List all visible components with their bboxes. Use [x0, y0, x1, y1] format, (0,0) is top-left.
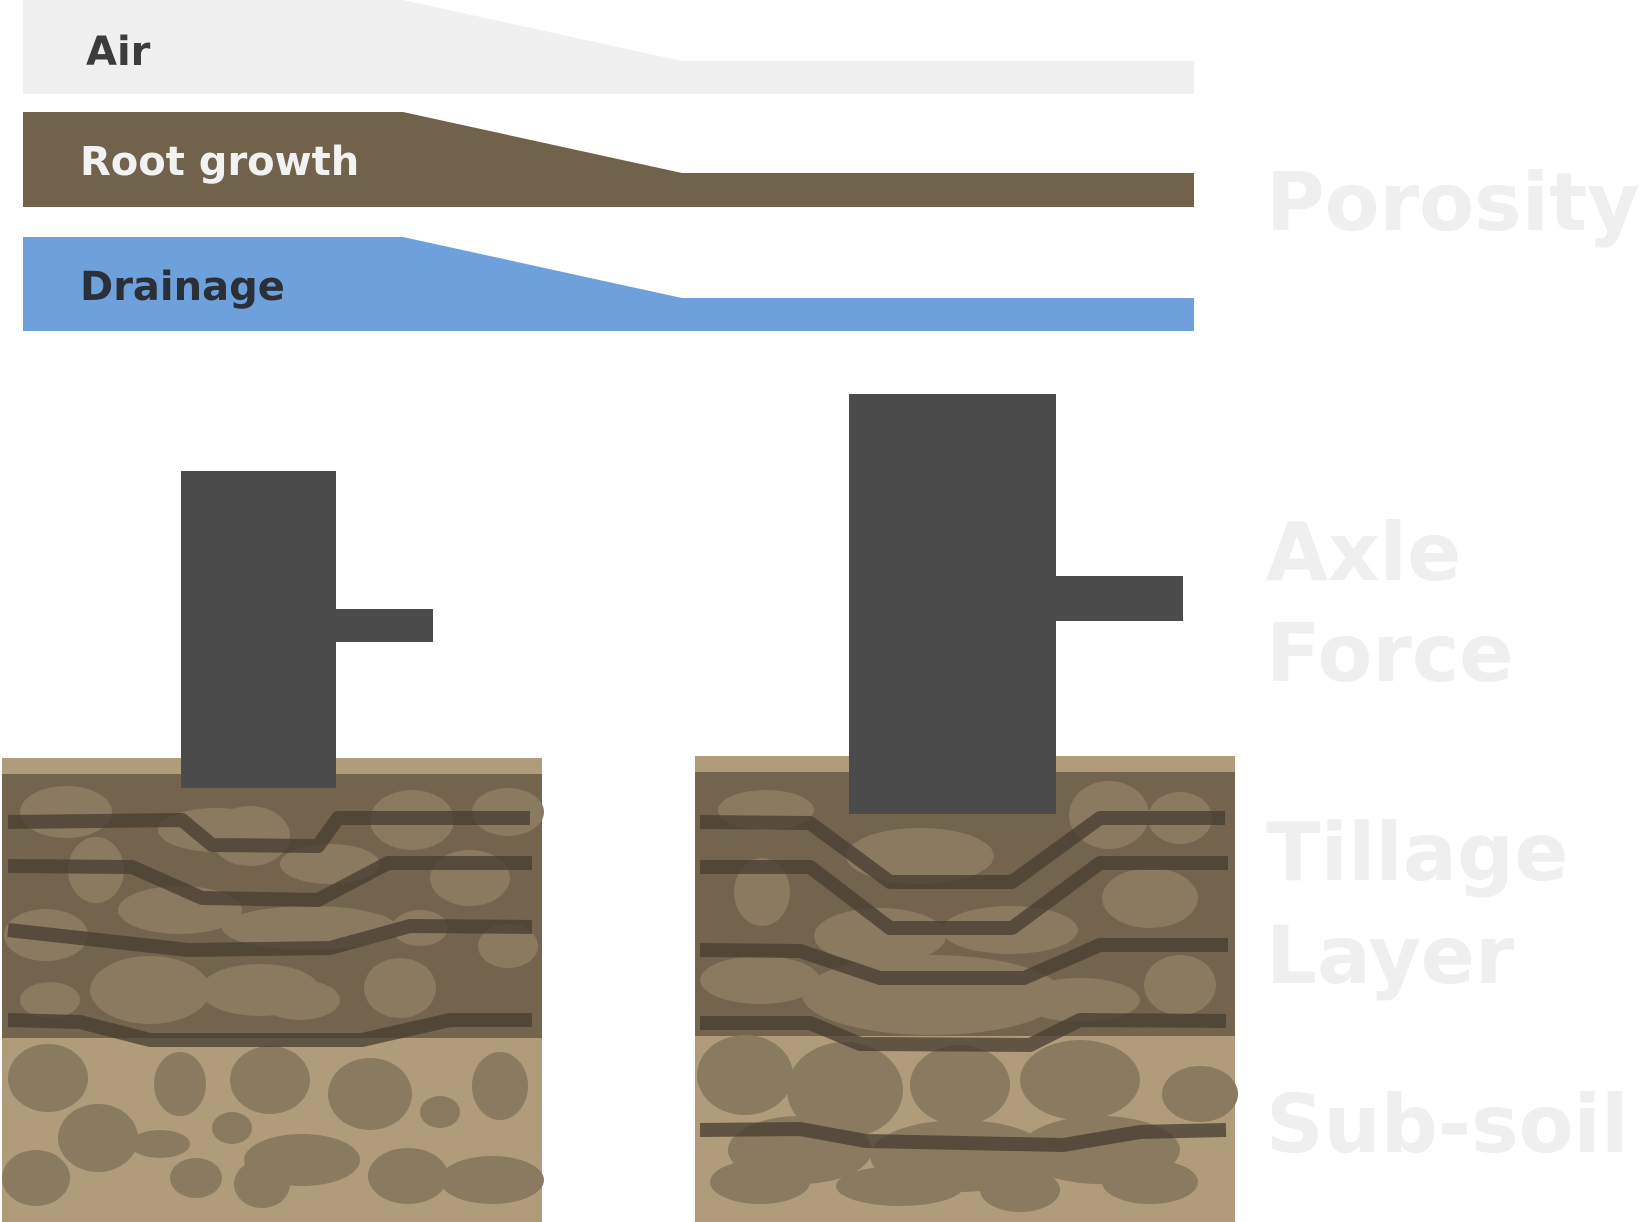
light-axle-icon — [181, 471, 433, 788]
tillage-layer-label-line2: Layer — [1266, 909, 1515, 1002]
subsoil-clods — [2, 1044, 544, 1208]
soil-profile-light-axle — [2, 471, 544, 1222]
root-growth-label: Root growth — [80, 139, 359, 185]
side-labels: Porosity Axle Force Tillage Layer Sub-so… — [1266, 156, 1639, 1171]
air-band: Air — [23, 0, 1194, 94]
sub-soil-label: Sub-soil — [1266, 1078, 1628, 1171]
drainage-label: Drainage — [80, 264, 285, 310]
compaction-lines — [699, 811, 1228, 1152]
porosity-bands: Air Root growth Drainage — [23, 0, 1194, 331]
porosity-label: Porosity — [1266, 156, 1639, 249]
axle-force-label-line1: Axle — [1266, 506, 1461, 599]
root-growth-band: Root growth — [23, 112, 1194, 207]
drainage-band: Drainage — [23, 237, 1194, 331]
soil-profile-heavy-axle — [695, 394, 1238, 1222]
heavy-axle-icon — [849, 394, 1183, 814]
compaction-lines — [7, 811, 533, 1047]
axle-force-label-line2: Force — [1266, 607, 1514, 700]
air-label: Air — [86, 29, 151, 75]
tillage-layer-label-line1: Tillage — [1266, 806, 1568, 899]
